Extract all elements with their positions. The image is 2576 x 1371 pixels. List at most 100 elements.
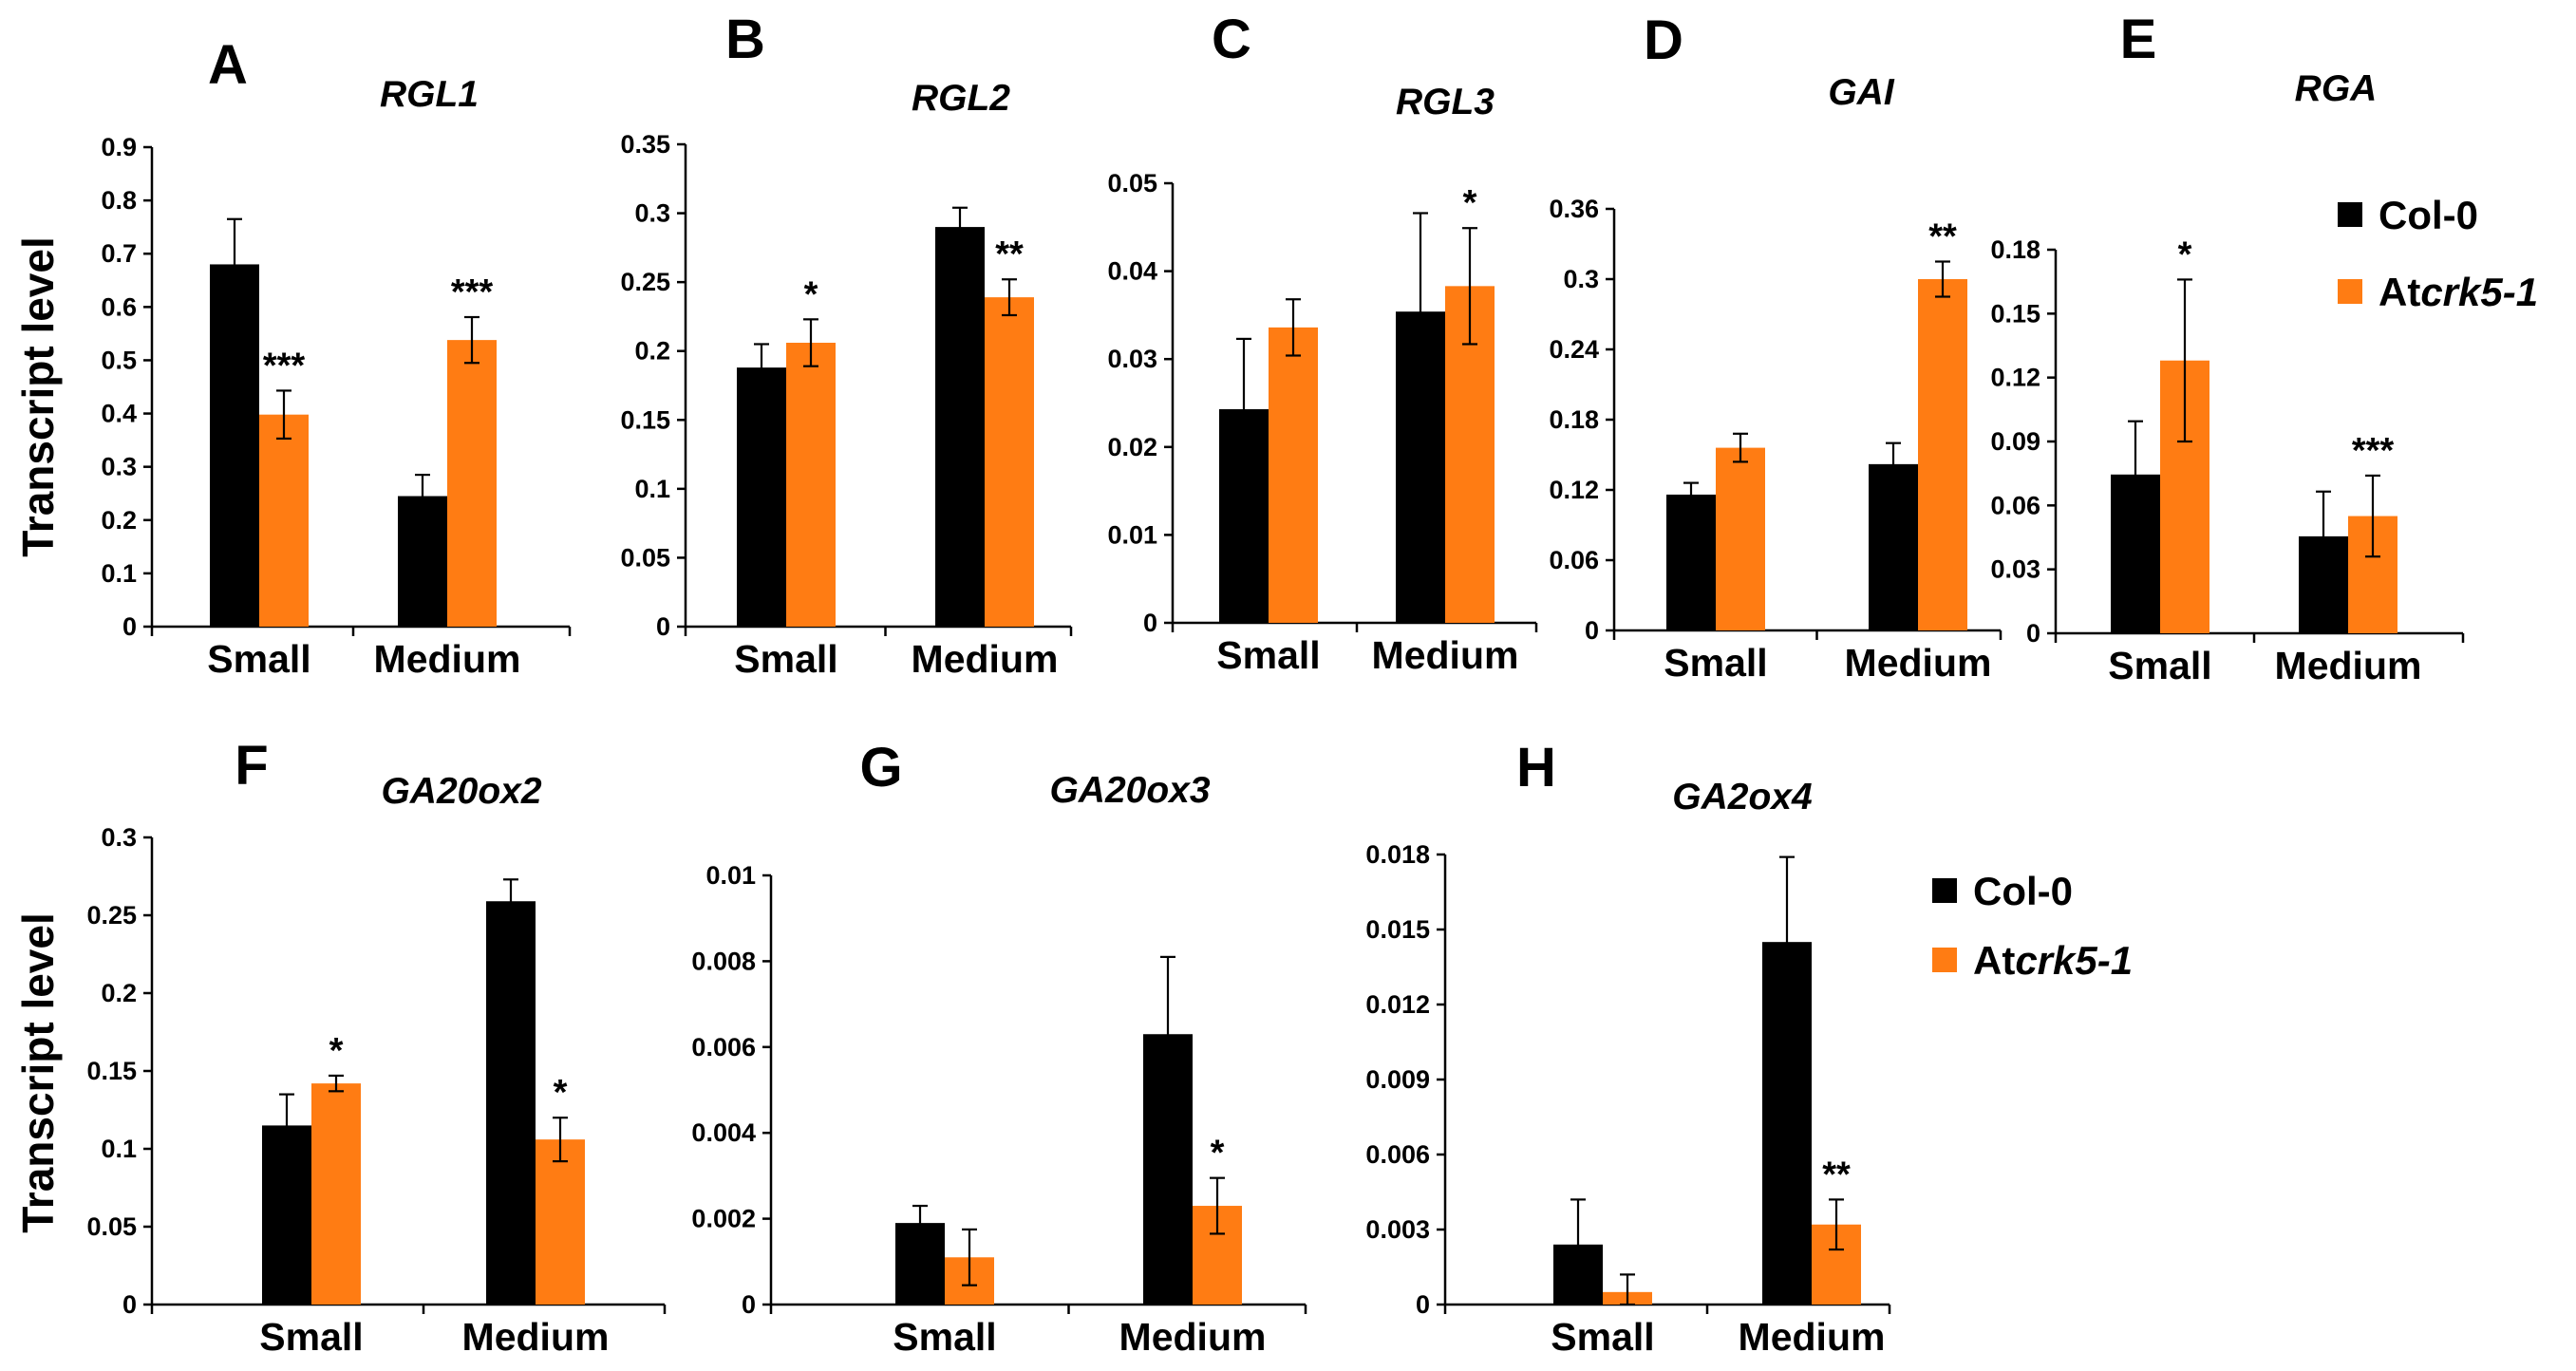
panel-letter-a: A: [208, 34, 248, 96]
chart-title-g: GA20ox3: [1049, 770, 1210, 811]
y-tick-label-c: 0.05: [1107, 169, 1157, 197]
y-tick-label-b: 0.25: [620, 268, 670, 296]
panel-letter-d: D: [1644, 9, 1683, 71]
x-category-label-f: Small: [259, 1315, 363, 1359]
bar-b-medium-atcrk: [985, 297, 1034, 627]
significance-label-b: **: [995, 235, 1024, 274]
y-tick-label-c: 0: [1143, 609, 1157, 637]
bar-d-small-col0: [1666, 494, 1716, 630]
chart-title-f: GA20ox2: [381, 771, 541, 812]
y-tick-label-c: 0.01: [1107, 520, 1157, 549]
y-tick-label-e: 0.18: [1990, 235, 2040, 264]
bar-b-medium-col0: [935, 227, 985, 628]
y-tick-label-h: 0.006: [1365, 1140, 1430, 1169]
bar-f-medium-atcrk: [536, 1139, 585, 1305]
legend-bottom: Col-0 Atcrk5-1: [1932, 869, 2133, 983]
x-category-label-a: Small: [207, 637, 310, 681]
significance-label-f: *: [329, 1031, 344, 1071]
significance-label-e: ***: [2352, 431, 2395, 471]
panel-e: E RGA 0 0.03 0.06 0.09 0.12 0.15 0.18 * Small *** Me…: [1990, 9, 2465, 687]
y-tick-label-f: 0.3: [101, 823, 137, 852]
bar-a-medium-atcrk: [447, 340, 497, 627]
y-tick-label-b: 0.05: [620, 543, 670, 572]
x-category-label-b: Small: [734, 637, 837, 681]
legend-swatch-col0-bottom: [1932, 878, 1957, 903]
legend-top: Col-0 Atcrk5-1: [2338, 193, 2538, 314]
y-tick-label-d: 0.3: [1563, 265, 1599, 293]
y-tick-label-a: 0.3: [101, 453, 137, 481]
x-category-label-e: Small: [2108, 644, 2211, 687]
y-tick-label-a: 0.9: [101, 133, 137, 161]
y-tick-label-h: 0.009: [1365, 1065, 1430, 1094]
y-tick-label-g: 0: [742, 1290, 756, 1319]
legend-swatch-col0: [2338, 202, 2362, 227]
y-tick-label-f: 0.25: [86, 901, 137, 930]
x-category-label-d: Small: [1664, 641, 1767, 685]
panel-d: D GAI 0 0.06 0.12 0.18 0.24 0.3 0.36 Small ** Mediu…: [1549, 9, 2003, 685]
y-tick-label-b: 0.1: [634, 475, 670, 503]
bar-c-small-atcrk: [1269, 327, 1318, 623]
y-tick-label-d: 0.36: [1549, 195, 1599, 223]
legend-label-atcrk-prefix: At: [2379, 270, 2420, 314]
y-tick-label-h: 0: [1416, 1290, 1430, 1319]
y-tick-label-b: 0.15: [620, 405, 670, 434]
panel-letter-g: G: [859, 737, 902, 798]
y-tick-label-g: 0.01: [705, 861, 756, 890]
significance-label-h: **: [1822, 1155, 1851, 1194]
y-tick-label-d: 0: [1585, 616, 1599, 645]
chart-title-b: RGL2: [912, 78, 1010, 119]
x-category-label-h: Medium: [1739, 1315, 1886, 1359]
x-category-label-e: Medium: [2275, 644, 2422, 687]
y-tick-label-a: 0.1: [101, 559, 137, 588]
legend-label-atcrk-bottom-prefix: At: [1973, 938, 2015, 983]
y-tick-label-b: 0.35: [620, 130, 670, 159]
bar-a-small-col0: [210, 264, 259, 627]
bar-f-small-atcrk: [311, 1083, 361, 1305]
y-tick-label-d: 0.18: [1549, 405, 1599, 434]
panel-b: B RGL2 0 0.05 0.1 0.15 0.2 0.25 0.3 0.35 * Small ** M…: [620, 9, 1073, 681]
y-tick-label-e: 0.12: [1990, 364, 2040, 392]
x-category-label-c: Small: [1216, 633, 1320, 677]
chart-title-e: RGA: [2295, 68, 2378, 109]
y-tick-label-e: 0.06: [1990, 491, 2040, 519]
x-category-label-c: Medium: [1372, 633, 1519, 677]
y-tick-label-a: 0.8: [101, 186, 137, 215]
y-tick-label-a: 0.4: [101, 400, 137, 428]
y-tick-label-a: 0.6: [101, 292, 137, 321]
significance-label-c: *: [1463, 183, 1477, 223]
panel-f: F GA20ox2 0 0.05 0.1 0.15 0.2 0.25 0.3 * Small * Med…: [86, 735, 667, 1359]
y-tick-label-f: 0.15: [86, 1057, 137, 1085]
panel-letter-e: E: [2120, 9, 2157, 70]
chart-title-h: GA2ox4: [1672, 777, 1813, 817]
bar-b-small-atcrk: [786, 343, 836, 627]
y-tick-label-b: 0.2: [634, 337, 670, 366]
significance-label-e: *: [2178, 235, 2192, 274]
y-tick-label-f: 0.05: [86, 1212, 137, 1241]
legend-label-atcrk-bottom: Atcrk5-1: [1973, 938, 2133, 983]
significance-label-a: ***: [451, 272, 494, 312]
y-tick-label-e: 0: [2026, 619, 2040, 648]
y-tick-label-g: 0.002: [691, 1205, 756, 1233]
significance-label-f: *: [554, 1073, 568, 1113]
panels-layer: A RGL100.10.20.30.40.50.60.70.80.9***Smal…: [86, 9, 2465, 1359]
legend-label-col0-bottom: Col-0: [1973, 869, 2073, 913]
x-category-label-d: Medium: [1845, 641, 1992, 685]
y-tick-label-g: 0.006: [691, 1033, 756, 1061]
legend-label-atcrk-bottom-italic: crk5-1: [2015, 938, 2133, 983]
y-tick-label-c: 0.03: [1107, 345, 1157, 373]
y-tick-label-a: 0: [122, 612, 137, 641]
panel-a: A RGL1 0 0.1 0.2 0.3 0.4 0.5 0.6 0.7 0.8 0.9 *** Smal…: [101, 34, 572, 681]
x-category-label-f: Medium: [462, 1315, 610, 1359]
y-tick-label-a: 0.7: [101, 239, 137, 268]
bar-f-medium-col0: [486, 901, 536, 1305]
panel-letter-f: F: [235, 735, 268, 797]
y-tick-label-c: 0.04: [1107, 257, 1157, 286]
y-tick-label-h: 0.012: [1365, 990, 1430, 1019]
y-tick-label-h: 0.003: [1365, 1215, 1430, 1244]
bar-b-small-col0: [737, 367, 786, 627]
bar-d-medium-atcrk: [1918, 279, 1967, 630]
panel-letter-c: C: [1212, 9, 1251, 70]
y-axis-label-bottom: Transcript level: [13, 912, 63, 1233]
panel-h: H GA2ox4 0 0.003 0.006 0.009 0.012 0.015 0.018 Sm…: [1365, 737, 1891, 1359]
